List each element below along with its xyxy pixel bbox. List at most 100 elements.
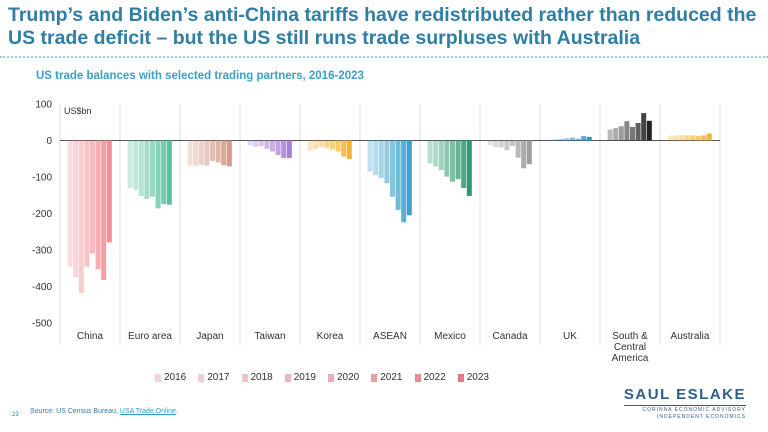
logo-divider: [623, 405, 746, 406]
x-tick-label: Japan: [196, 331, 223, 342]
source-note: Source: US Census Bureau, USA Trade Onli…: [30, 408, 178, 415]
bar-2020: [690, 135, 695, 141]
bar-2020: [450, 140, 455, 182]
bar-2022: [281, 140, 287, 159]
y-tick-label: -500: [32, 319, 52, 330]
bar-2022: [221, 140, 227, 166]
bar-2016: [487, 140, 493, 145]
bar-2016: [247, 140, 253, 146]
x-tick-label: UK: [563, 331, 577, 342]
bar-2021: [215, 140, 221, 163]
bar-2018: [258, 140, 264, 146]
legend-label: 2018: [250, 372, 273, 383]
legend-swatch: [414, 373, 421, 382]
legend-label: 2017: [207, 372, 230, 383]
x-tick-label: Central: [614, 342, 646, 353]
bar-2019: [504, 140, 510, 151]
legend-swatch: [155, 373, 161, 382]
bar-2018: [498, 140, 504, 148]
bar-2020: [210, 140, 215, 161]
bar-2018: [318, 140, 324, 148]
bar-2021: [515, 140, 521, 158]
page-title: Trump’s and Biden’s anti-China tariffs h…: [8, 4, 757, 49]
bar-2018: [198, 140, 204, 165]
bar-2022: [461, 140, 467, 188]
bar-2023: [706, 133, 712, 141]
bar-2019: [384, 140, 390, 184]
y-tick-label: -300: [32, 246, 52, 257]
bar-2016: [547, 139, 553, 141]
bar-2021: [635, 122, 641, 141]
bar-2017: [193, 140, 199, 166]
bar-2019: [624, 121, 630, 141]
bar-2020: [630, 127, 635, 141]
bar-2017: [613, 128, 619, 141]
legend-item-2019: 2019: [284, 372, 316, 383]
logo-name: SAUL ESLAKE: [623, 386, 746, 403]
bar-2018: [138, 140, 144, 196]
bar-2020: [390, 140, 395, 197]
bar-2021: [155, 140, 161, 209]
legend-swatch: [284, 373, 291, 382]
bar-2022: [641, 113, 647, 141]
bar-2016: [607, 129, 613, 141]
chart-legend: 2016 2017 2018 2019 2020 2021 2022 2023: [155, 372, 489, 383]
bar-2022: [341, 140, 347, 157]
source-prefix: Source: US Census Bureau,: [30, 408, 118, 415]
bar-2016: [187, 140, 193, 166]
bar-2016: [667, 135, 673, 141]
y-tick-label: -200: [32, 209, 52, 220]
bar-2018: [378, 140, 384, 179]
bar-2017: [253, 140, 259, 147]
bar-chart: 100 0 -100 -200 -300 -400 -500 US$bn China Euro …: [32, 100, 721, 364]
y-tick-label: -400: [32, 282, 52, 293]
bar-2016: [427, 140, 433, 164]
bar-2021: [575, 138, 581, 141]
legend-item-2021: 2021: [371, 372, 403, 383]
x-tick-label: Euro area: [128, 331, 172, 342]
bar-2023: [106, 140, 112, 243]
source-link[interactable]: USA Trade Online: [119, 408, 176, 415]
brand-logo: SAUL ESLAKE CORINNA ECONOMIC ADVISORY IN…: [623, 386, 746, 421]
bar-2016: [367, 140, 373, 172]
legend-label: 2021: [380, 372, 403, 383]
x-tick-label: ASEAN: [373, 331, 407, 342]
bar-2019: [144, 140, 150, 199]
y-axis-label: US$bn: [64, 106, 92, 116]
bar-2016: [67, 140, 73, 268]
legend-label: 2019: [293, 372, 316, 383]
bar-2019: [324, 140, 330, 149]
bar-2016: [127, 140, 133, 188]
bar-2016: [307, 140, 313, 151]
bar-2017: [73, 140, 79, 278]
bar-2017: [493, 140, 499, 148]
legend-swatch: [241, 373, 248, 382]
bar-2023: [586, 136, 592, 141]
bar-2023: [226, 140, 232, 167]
legend-item-2017: 2017: [198, 372, 230, 383]
x-tick-label: China: [77, 331, 104, 342]
bar-2023: [646, 120, 652, 141]
bar-2017: [673, 135, 679, 141]
bar-2022: [521, 140, 527, 169]
bar-2021: [275, 140, 281, 156]
logo-line1: CORINNA ECONOMIC ADVISORY: [642, 407, 746, 413]
bar-2022: [161, 140, 167, 205]
legend-label: 2023: [466, 372, 489, 383]
bar-2018: [78, 140, 84, 294]
legend-item-2018: 2018: [241, 372, 273, 383]
bar-2019: [684, 135, 690, 141]
bar-2018: [678, 135, 684, 141]
bar-2020: [150, 140, 155, 197]
legend-swatch: [457, 373, 464, 382]
bar-2021: [95, 140, 101, 270]
y-tick-label: -100: [32, 173, 52, 184]
x-tick-label: Korea: [317, 331, 344, 342]
bar-2019: [204, 140, 210, 166]
bar-2018: [438, 140, 444, 171]
bar-2022: [581, 136, 587, 141]
x-tick-label: Canada: [492, 331, 527, 342]
bar-2020: [270, 140, 275, 152]
bar-2019: [564, 138, 570, 141]
bar-2023: [286, 140, 292, 159]
